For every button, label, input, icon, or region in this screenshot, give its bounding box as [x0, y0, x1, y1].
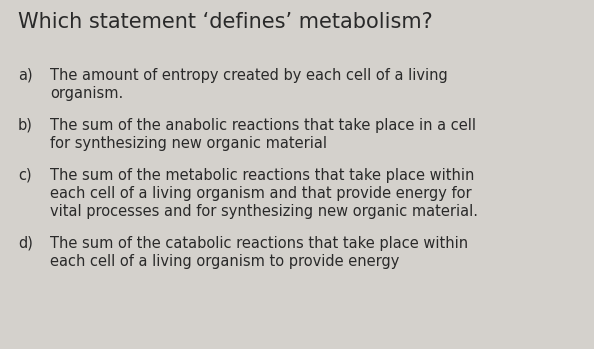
Text: a): a) — [18, 68, 33, 83]
Text: Which statement ‘defines’ metabolism?: Which statement ‘defines’ metabolism? — [18, 12, 433, 32]
Text: d): d) — [18, 236, 33, 251]
Text: vital processes and for synthesizing new organic material.: vital processes and for synthesizing new… — [50, 204, 478, 219]
Text: The sum of the catabolic reactions that take place within: The sum of the catabolic reactions that … — [50, 236, 468, 251]
Text: The sum of the anabolic reactions that take place in a cell: The sum of the anabolic reactions that t… — [50, 118, 476, 133]
Text: each cell of a living organism to provide energy: each cell of a living organism to provid… — [50, 254, 399, 269]
Text: for synthesizing new organic material: for synthesizing new organic material — [50, 136, 327, 151]
Text: organism.: organism. — [50, 86, 123, 101]
Text: The sum of the metabolic reactions that take place within: The sum of the metabolic reactions that … — [50, 168, 475, 183]
Text: c): c) — [18, 168, 31, 183]
Text: each cell of a living organism and that provide energy for: each cell of a living organism and that … — [50, 186, 472, 201]
Text: b): b) — [18, 118, 33, 133]
Text: The amount of entropy created by each cell of a living: The amount of entropy created by each ce… — [50, 68, 448, 83]
